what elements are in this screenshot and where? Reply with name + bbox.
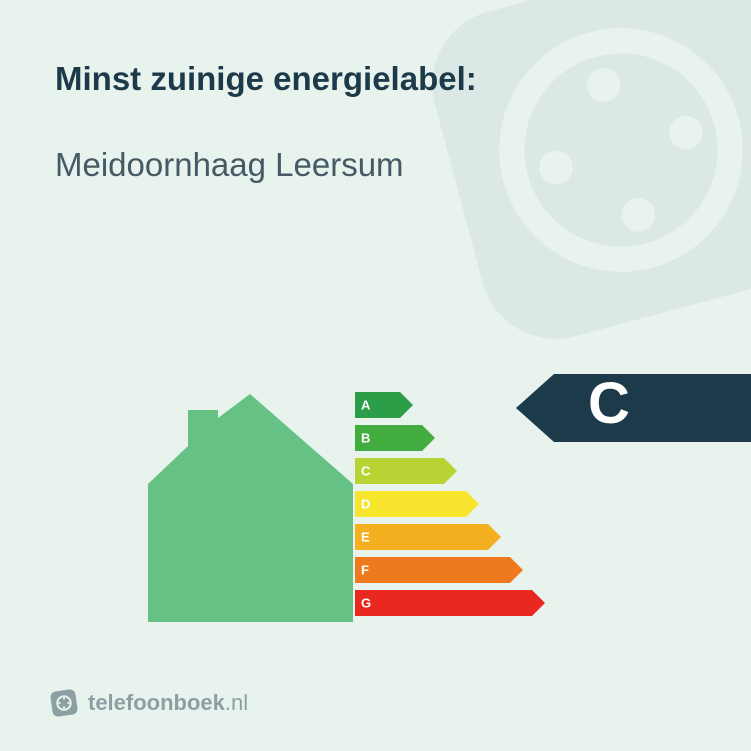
bar-label: D bbox=[361, 497, 370, 512]
page-subtitle: Meidoornhaag Leersum bbox=[55, 146, 696, 184]
footer-brand-text: telefoonboek.nl bbox=[88, 690, 248, 716]
footer-brand-light: .nl bbox=[225, 690, 248, 715]
content-block: Minst zuinige energielabel: Meidoornhaag… bbox=[0, 0, 751, 184]
rating-letter: C bbox=[588, 370, 630, 437]
bar-label: B bbox=[361, 431, 370, 446]
energy-label-chart: A B C D E F G C bbox=[0, 370, 751, 630]
page-title: Minst zuinige energielabel: bbox=[55, 60, 696, 98]
bar-label: A bbox=[361, 398, 370, 413]
bar-label: C bbox=[361, 464, 370, 479]
bar-label: G bbox=[361, 596, 371, 611]
rating-indicator: C bbox=[516, 374, 751, 447]
footer-logo-icon bbox=[50, 689, 78, 717]
house-icon bbox=[148, 394, 353, 629]
bar-label: E bbox=[361, 530, 370, 545]
footer-brand-bold: telefoonboek bbox=[88, 690, 225, 715]
footer-brand: telefoonboek.nl bbox=[50, 689, 248, 717]
bar-label: F bbox=[361, 563, 369, 578]
